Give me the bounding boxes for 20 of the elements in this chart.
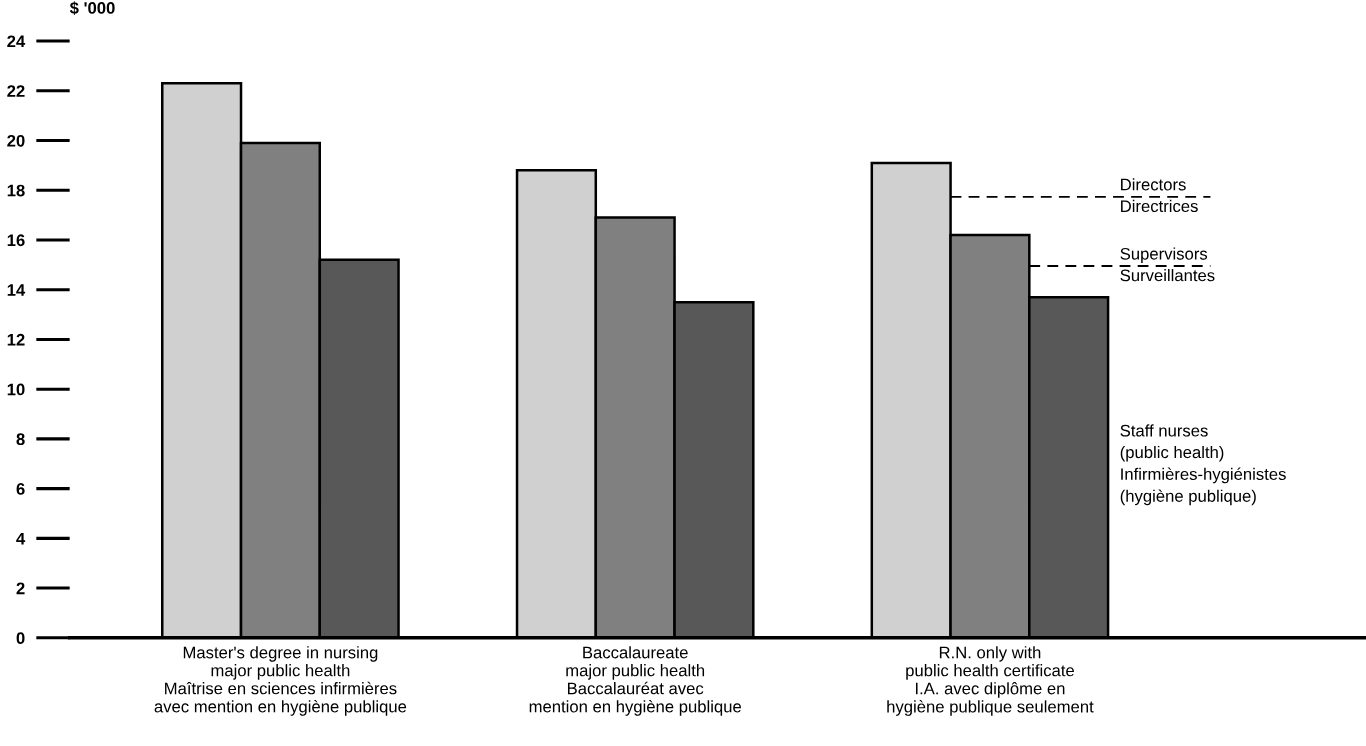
y-tick-label: 0 [16,632,25,645]
y-tick-label: 22 [7,85,25,97]
y-tick-label: 14 [7,284,26,296]
y-tick-label: 16 [7,234,25,247]
y-tick-label: 4 [16,532,26,545]
y-axis-title: $ '000 [69,1,115,15]
y-tick-label: 20 [7,134,25,147]
text: Supervisors Surveillantes [1120,247,1215,282]
y-tick-label: 18 [7,184,25,197]
x-tick-label: R.N. only with public health certificate I.A. avec diplôme en hygiène publique seulement [887,646,1094,716]
y-tick-label: 8 [16,433,25,446]
y-tick-label: 10 [7,383,25,396]
text: Directors Directrices [1121,178,1198,213]
y-tick-label: 24 [7,35,26,48]
x-tick-label: Master's degree in nursing major public health Maîtrise en sciences infirmières avec mention en hygiène publique [154,646,407,716]
x-tick-label: Baccalaureate major public health Baccalauréat avec mention en hygiène publique [529,646,741,716]
y-tick-label: 12 [7,333,25,346]
y-tick-label: 6 [16,483,25,495]
series-label: Staff nurses (public health) Infirmières-hygiénistes (hygiène publique) [1120,424,1286,506]
y-tick-label: 2 [16,582,25,595]
